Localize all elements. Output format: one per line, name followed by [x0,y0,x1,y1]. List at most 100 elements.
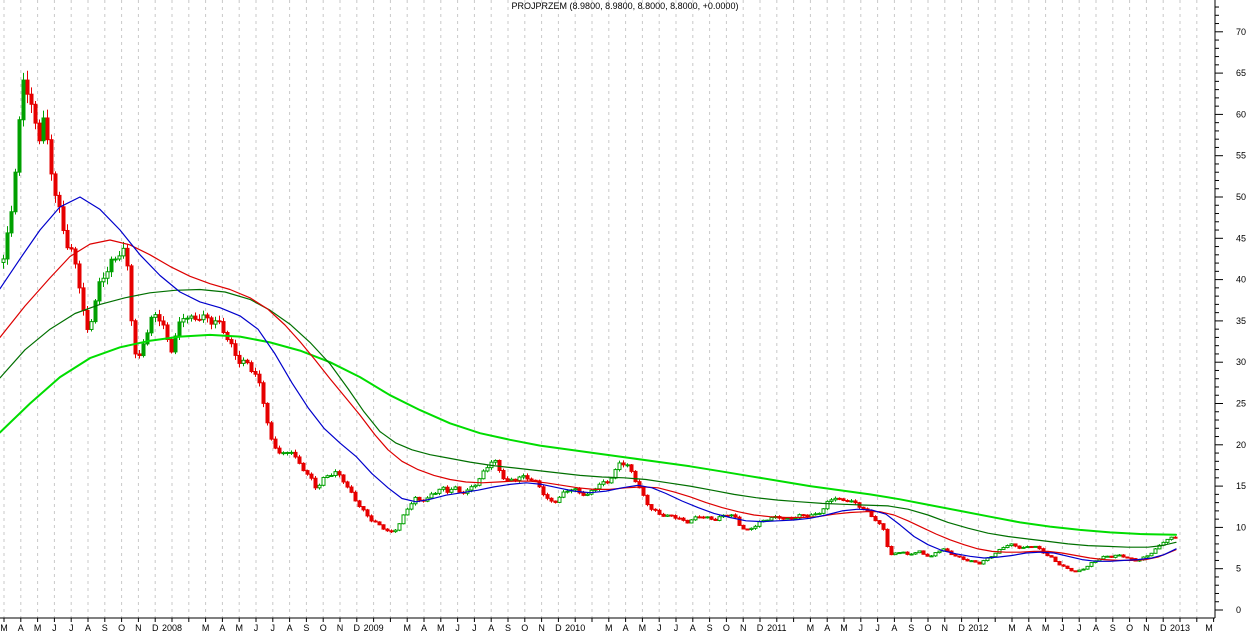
candle-body-down [1045,552,1050,557]
candle-body-down [57,194,62,208]
candle-body-down [861,506,866,510]
candle-body-up [717,516,722,521]
candle-body-down [1069,567,1074,572]
x-axis-month-label: A [891,623,897,633]
candle-body-up [285,451,290,454]
candle-body-up [821,508,826,514]
candle-body-down [237,354,242,364]
chart-plot-area[interactable] [0,0,1215,618]
x-axis-month-label: A [1026,623,1032,633]
candle-body-down [709,516,714,520]
x-axis-month-label: D [958,623,965,633]
candle-body-down [305,470,310,475]
candle-body-down [877,520,882,525]
candle-body-down [653,508,658,511]
candle-body-up [469,486,474,491]
candle-body-down [81,287,86,311]
x-axis-month-label: M [0,623,8,633]
candle-body-down [1109,555,1114,558]
candle-body-up [705,516,710,519]
candle-body-down [681,517,686,521]
candle-body-up [477,478,482,486]
candle-body-up [213,320,218,325]
candle-body-down [741,524,746,530]
x-axis-year-label: 2011 [767,623,786,633]
y-axis-label: 50 [1236,192,1246,202]
candle-body-down [853,500,858,504]
candle-body-up [601,481,606,485]
x-axis-month-label: D [152,623,159,633]
y-axis-label: 65 [1236,68,1246,78]
candle-body-up [17,119,22,173]
candle-body-down [497,459,502,472]
candle-body-down [257,373,262,384]
candle-body-up [1101,555,1106,560]
candle-body-down [905,551,910,555]
x-axis-month-label: O [320,623,327,633]
candle-body-down [161,320,166,326]
candle-body-down [1017,545,1022,549]
candle-body-up [749,527,754,530]
candle-body-up [113,258,118,261]
x-axis-month-label: J [1077,623,1082,633]
candle-body-up [689,519,694,524]
x-axis-month-label: O [521,623,528,633]
candle-body-up [917,550,922,554]
candle-body-down [273,438,278,449]
x-axis-month-label: S [908,623,914,633]
x-axis-month-label: A [421,623,427,633]
candle-body-up [509,478,514,482]
candle-body-down [357,500,362,508]
candle-body-up [141,343,146,357]
candle-body-down [277,447,282,454]
candle-body-down [637,481,642,489]
candle-body-down [293,451,298,458]
candle-body-up [573,488,578,491]
candle-body-up [105,271,110,279]
candle-body-down [253,371,258,375]
x-axis-month-label: S [505,623,511,633]
candle-body-up [473,484,478,488]
candle-body-down [361,506,366,511]
candle-body-up [109,258,114,273]
candle-body-up [1025,546,1030,549]
candle-body-down [581,492,586,496]
x-axis-month-label: J [472,623,477,633]
candle-body-down [53,173,58,196]
candle-body-up [437,488,442,494]
candle-body-down [61,206,66,231]
candle-body-down [925,553,930,557]
candle-body-down [921,550,926,555]
candle-body-down [881,523,886,530]
x-axis-month-label: O [924,623,931,633]
candle-body-down [869,510,874,518]
candle-body-down [1173,536,1178,539]
x-axis-month-label: S [303,623,309,633]
candle-body-down [233,343,238,356]
candle-body-up [913,552,918,555]
candle-body-up [693,516,698,521]
candle-body-down [733,514,738,518]
candle-body-up [281,452,286,455]
candle-body-down [49,139,54,175]
y-axis-label: 40 [1236,275,1246,285]
y-axis-label: 25 [1236,399,1246,409]
candle-body-up [517,476,522,481]
candle-body-down [541,486,546,496]
x-axis-month-label: N [942,623,949,633]
candle-body-down [353,491,358,502]
x-axis-year-label: 2008 [162,623,182,633]
candle-body-down [133,320,138,355]
x-axis-year-label: 2009 [364,623,384,633]
candle-body-up [1021,546,1026,549]
candle-body-up [329,474,334,477]
candle-body-down [621,462,626,466]
candle-body-down [957,555,962,558]
candle-body-up [617,462,622,471]
x-axis-month-label: M [235,623,243,633]
x-axis-month-label: D [354,623,361,633]
candle-body-down [245,359,250,364]
candle-body-up [97,281,102,302]
x-axis-month-label: J [455,623,460,633]
